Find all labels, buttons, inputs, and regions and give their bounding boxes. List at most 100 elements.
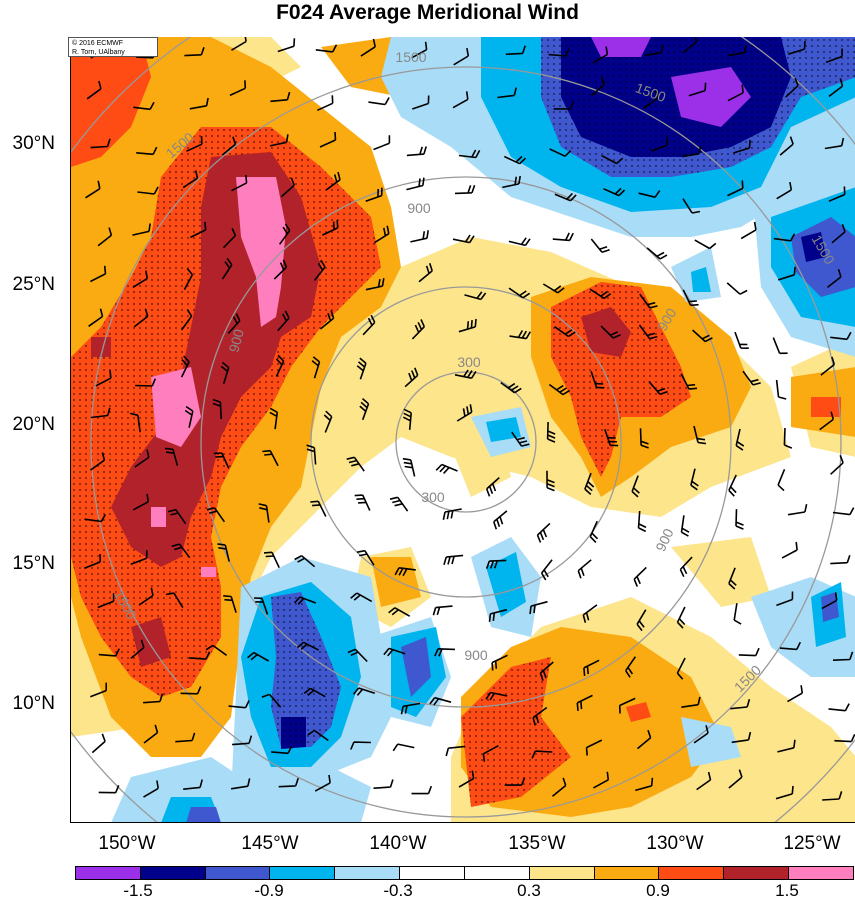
wind-barb bbox=[625, 656, 637, 678]
wind-barb bbox=[676, 606, 686, 629]
wind-barb bbox=[696, 771, 712, 791]
wind-barb bbox=[781, 541, 798, 559]
wind-barb bbox=[682, 37, 698, 54]
wind-barb bbox=[429, 696, 452, 706]
wind-barb bbox=[132, 270, 149, 289]
wind-barb bbox=[693, 725, 709, 744]
wind-barb bbox=[539, 661, 554, 681]
wind-barb bbox=[458, 149, 481, 159]
wind-barb bbox=[232, 735, 253, 746]
wind-barb bbox=[554, 326, 576, 338]
wind-barb bbox=[356, 549, 375, 566]
wind-barb bbox=[186, 136, 203, 152]
lat-label-10n: 10°N bbox=[12, 693, 55, 714]
wind-barb bbox=[454, 369, 477, 379]
wind-barb bbox=[500, 381, 522, 394]
wind-barb bbox=[205, 644, 228, 656]
wind-barb bbox=[180, 355, 190, 378]
wind-barb bbox=[787, 504, 808, 516]
wind-barb bbox=[307, 729, 329, 742]
wind-barb bbox=[362, 314, 376, 336]
contour-label-1500-top: 1500 bbox=[395, 49, 426, 65]
wind-barb bbox=[532, 706, 548, 726]
wind-barb bbox=[452, 234, 475, 244]
wind-barb bbox=[88, 308, 104, 327]
wind-barb bbox=[777, 739, 796, 753]
lat-label-30n: 30°N bbox=[12, 133, 55, 154]
wind-barb bbox=[296, 641, 319, 651]
wind-barb bbox=[394, 567, 416, 577]
wind-barb bbox=[604, 428, 619, 447]
wind-barb bbox=[636, 729, 652, 750]
wind-barb bbox=[639, 428, 649, 449]
wind-barb bbox=[822, 791, 843, 801]
wind-barb bbox=[222, 227, 237, 249]
wind-barb bbox=[831, 224, 846, 244]
wind-barb bbox=[454, 185, 476, 195]
wind-barb bbox=[727, 44, 747, 57]
credit-box: © 2016 ECMWF R. Torn, UAlbany bbox=[68, 37, 158, 57]
wind-barb bbox=[319, 131, 337, 148]
wind-barb bbox=[511, 431, 530, 447]
wind-barb bbox=[834, 733, 855, 743]
wind-barb bbox=[183, 267, 194, 290]
wind-barb bbox=[418, 263, 433, 283]
contour-label-900-bottom: 900 bbox=[464, 647, 488, 663]
wind-barb bbox=[383, 647, 406, 657]
wind-barb bbox=[269, 407, 279, 430]
wind-barb bbox=[828, 78, 844, 98]
wind-barb bbox=[819, 411, 835, 431]
wind-barb bbox=[644, 44, 664, 57]
wind-barb bbox=[549, 148, 572, 157]
wind-barb bbox=[824, 137, 845, 150]
wind-barb bbox=[453, 47, 470, 66]
wind-barb bbox=[456, 404, 473, 422]
wind-barb bbox=[130, 412, 141, 433]
wind-barb bbox=[223, 595, 237, 613]
wind-barb bbox=[589, 288, 612, 300]
wind-barb bbox=[733, 603, 742, 625]
wind-barb bbox=[508, 287, 531, 299]
wind-barb bbox=[733, 139, 751, 154]
wind-barb bbox=[277, 310, 290, 332]
wind-barb bbox=[776, 591, 794, 607]
wind-barb bbox=[777, 266, 796, 281]
wind-barb bbox=[136, 146, 158, 156]
wind-barb bbox=[548, 48, 570, 57]
wind-barb bbox=[98, 648, 120, 657]
wind-barb bbox=[350, 741, 371, 750]
wind-barb bbox=[294, 596, 317, 605]
wind-barb bbox=[258, 503, 270, 523]
wind-barb bbox=[275, 354, 285, 377]
lon-label-125w: 125°W bbox=[783, 833, 841, 854]
wind-barb bbox=[133, 308, 149, 328]
wind-barb bbox=[728, 567, 737, 590]
contour-label-900-top: 900 bbox=[407, 200, 431, 216]
wind-barb bbox=[352, 687, 376, 696]
wind-barb bbox=[830, 554, 851, 565]
wind-barb bbox=[690, 468, 699, 491]
wind-barb bbox=[631, 475, 640, 498]
wind-barb bbox=[590, 370, 605, 389]
wind-barb bbox=[213, 452, 230, 469]
wind-barb bbox=[400, 702, 421, 715]
wind-barb bbox=[165, 592, 184, 609]
wind-barb bbox=[727, 84, 744, 102]
colorbar-swatch bbox=[789, 867, 853, 879]
wind-barb bbox=[482, 744, 499, 762]
colorbar bbox=[75, 866, 854, 880]
wind-barb bbox=[313, 259, 326, 281]
wind-barb bbox=[227, 313, 241, 334]
wind-barb bbox=[589, 520, 599, 543]
wind-barb bbox=[406, 177, 425, 191]
wind-barb bbox=[262, 449, 279, 467]
wind-barb bbox=[779, 641, 802, 651]
wind-barb bbox=[676, 657, 686, 680]
wind-barb bbox=[84, 514, 106, 523]
wind-barb bbox=[452, 91, 469, 109]
wind-barb bbox=[392, 743, 415, 752]
wind-barb bbox=[323, 410, 333, 433]
wind-barb bbox=[505, 45, 526, 56]
wind-barb bbox=[86, 80, 102, 100]
wind-barb bbox=[591, 76, 606, 97]
